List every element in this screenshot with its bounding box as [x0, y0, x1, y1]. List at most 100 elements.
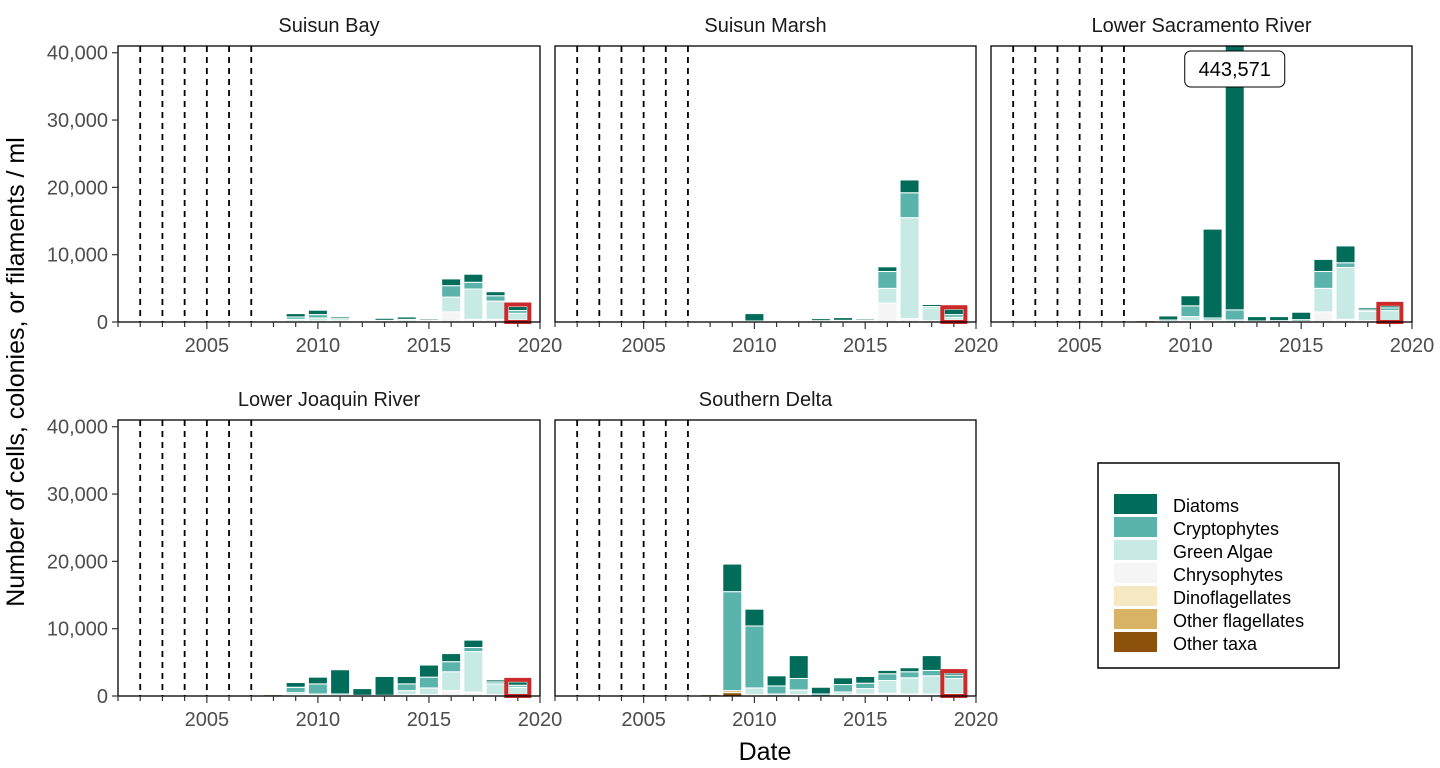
bar-segment: [307, 309, 328, 316]
bar-segment: [810, 686, 831, 695]
bar-segment: [1313, 258, 1334, 273]
bar-segment: [899, 671, 920, 679]
legend-item: Other flagellates: [1114, 609, 1304, 631]
bar-segment: [921, 669, 942, 677]
bar-segment: [507, 306, 528, 312]
bar-segment: [418, 664, 439, 678]
y-tick-label: 10,000: [47, 245, 108, 267]
bar-segment: [855, 318, 876, 321]
bar-segment: [463, 639, 484, 649]
bar-segment: [307, 676, 328, 685]
bar-segment: [285, 682, 306, 688]
bar-segment: [788, 689, 809, 696]
legend-label: Other flagellates: [1173, 611, 1304, 631]
bar-segment: [744, 687, 765, 696]
y-tick-label: 40,000: [47, 417, 108, 439]
bar-segment: [722, 320, 743, 322]
legend-label: Chrysophytes: [1173, 565, 1283, 585]
x-tick-label: 2005: [185, 335, 230, 357]
bar-segment: [1379, 305, 1400, 309]
bar-segment: [1335, 266, 1356, 320]
panel-title: Suisun Marsh: [704, 15, 826, 37]
bar-segment: [1313, 271, 1334, 289]
bar-segment: [263, 693, 284, 696]
bar-segment: [285, 686, 306, 694]
legend-item: Green Algae: [1114, 540, 1273, 562]
legend-swatch: [1114, 563, 1157, 583]
bar-segment: [899, 677, 920, 695]
bar-segment: [441, 671, 462, 692]
bar-segment: [374, 675, 395, 696]
y-tick-label: 30,000: [47, 484, 108, 506]
panel-border: [554, 419, 977, 697]
panel-lower-sacramento-river: Lower Sacramento River 443,571 2005 2010 201…: [990, 15, 1435, 357]
bar-segment: [485, 300, 506, 320]
legend-swatch: [1114, 632, 1157, 652]
bar-segment: [463, 281, 484, 290]
bar-segment: [855, 682, 876, 690]
bar-segment: [877, 302, 898, 322]
bar-segment: [507, 686, 528, 696]
bar-segment: [1335, 262, 1356, 268]
legend-item: Other taxa: [1114, 632, 1258, 654]
panel-suisun-marsh: Suisun Marsh 2005 2010 2015 2020: [554, 15, 998, 357]
bar-segment: [766, 675, 787, 687]
bar-segment: [1180, 295, 1201, 307]
legend-label: Green Algae: [1173, 542, 1273, 562]
bar-segment: [899, 192, 920, 219]
x-tick-label: 2020: [954, 709, 999, 731]
bars: [263, 273, 528, 322]
x-tick-label: 2015: [407, 709, 452, 731]
legend-label: Cryptophytes: [1173, 519, 1279, 539]
bars: [700, 179, 964, 322]
legend-label: Diatoms: [1173, 496, 1239, 516]
bar-segment: [485, 679, 506, 683]
x-tick-label: 2005: [621, 709, 666, 731]
legend-swatch: [1114, 540, 1157, 560]
x-tick-label: 2010: [296, 709, 341, 731]
bar-segment: [1224, 46, 1245, 311]
bar-segment: [307, 314, 328, 319]
x-tick-label: 2005: [185, 709, 230, 731]
bar-segment: [877, 287, 898, 304]
panel-border: [117, 419, 541, 697]
panel-lower-joaquin-river: Lower Joaquin River 0 10,000 20,000 30,000 40…: [47, 389, 562, 731]
bar-segment: [833, 684, 854, 693]
legend-swatch: [1114, 517, 1157, 537]
bar-segment: [285, 313, 306, 318]
bar-segment: [1158, 315, 1179, 321]
bar-segment: [396, 675, 417, 685]
bar-segment: [1136, 319, 1157, 322]
bar-segment: [744, 608, 765, 627]
legend-swatch: [1114, 609, 1157, 629]
bar-segment: [1313, 311, 1334, 322]
bar-segment: [485, 291, 506, 297]
bar-segment: [788, 677, 809, 691]
bar-segment: [744, 313, 765, 322]
x-axis-title: Date: [739, 738, 792, 766]
y-tick-label: 40,000: [47, 43, 108, 65]
bar-segment: [418, 318, 439, 321]
bars: [1136, 46, 1400, 322]
x-tick-label: 2020: [1390, 335, 1435, 357]
y-tick-label: 30,000: [47, 110, 108, 132]
bar-segment: [352, 688, 373, 696]
legend-swatch: [1114, 494, 1157, 514]
panel-southern-delta: Southern Delta 2005 2010 2015 2020: [554, 389, 999, 731]
bar-segment: [877, 673, 898, 682]
bar-segment: [1291, 311, 1312, 321]
bar-segment: [766, 685, 787, 695]
bar-segment: [1357, 307, 1378, 311]
bar-segment: [744, 625, 765, 689]
bar-segment: [396, 690, 417, 696]
x-tick-label: 2020: [518, 709, 563, 731]
bar-segment: [441, 285, 462, 298]
bar-segment: [921, 675, 942, 695]
legend: Diatoms Cryptophytes Green Algae Chrysophyt…: [1097, 462, 1340, 669]
y-tick-label: 10,000: [47, 619, 108, 641]
panel-border: [554, 45, 977, 323]
bar-segment: [1335, 245, 1356, 264]
panel-border: [990, 45, 1413, 323]
x-tick-label: 2015: [843, 709, 888, 731]
